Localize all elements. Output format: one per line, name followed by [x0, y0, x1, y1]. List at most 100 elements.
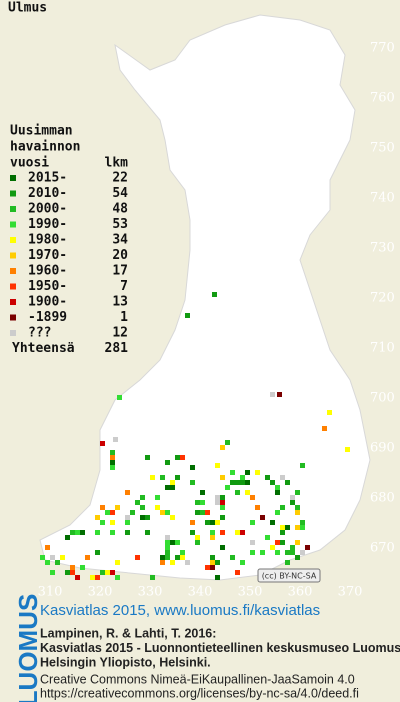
occurrence-square — [225, 440, 230, 445]
atlas-link[interactable]: Kasviatlas 2015, www.luomus.fi/kasviatla… — [40, 602, 320, 619]
occurrence-square — [250, 520, 255, 525]
occurrence-square — [110, 450, 115, 455]
legend-count: 20 — [112, 248, 128, 263]
occurrence-square — [250, 550, 255, 555]
northing-label: 760 — [370, 91, 395, 106]
legend-label: ??? — [28, 326, 51, 341]
occurrence-square — [165, 540, 170, 545]
occurrence-square — [185, 313, 190, 318]
occurrence-square — [75, 530, 80, 535]
northing-label: 740 — [370, 191, 395, 206]
legend-label: 1900- — [28, 295, 67, 310]
occurrence-square — [295, 540, 300, 545]
occurrence-square — [190, 465, 195, 470]
occurrence-square — [285, 550, 290, 555]
license-line: Creative Commons Nimeä-EiKaupallinen-Jaa… — [40, 672, 355, 686]
legend-count: 17 — [112, 264, 128, 279]
occurrence-square — [240, 480, 245, 485]
occurrence-square — [215, 463, 220, 468]
legend-swatch — [10, 237, 16, 243]
occurrence-square — [155, 505, 160, 510]
occurrence-square — [220, 500, 225, 505]
northing-label: 690 — [370, 441, 395, 456]
occurrence-square — [280, 505, 285, 510]
occurrence-square — [195, 535, 200, 540]
occurrence-square — [170, 515, 175, 520]
occurrence-square — [50, 570, 55, 575]
occurrence-square — [115, 575, 120, 580]
legend-label: -1899 — [28, 310, 67, 325]
occurrence-square — [130, 510, 135, 515]
occurrence-square — [200, 500, 205, 505]
occurrence-square — [95, 550, 100, 555]
occurrence-square — [215, 500, 220, 505]
occurrence-square — [270, 480, 275, 485]
occurrence-square — [115, 560, 120, 565]
occurrence-square — [180, 455, 185, 460]
citation-line: Lampinen, R. & Lahti, T. 2016: — [40, 626, 216, 640]
citation-line: Kasviatlas 2015 - Luonnontieteellinen ke… — [40, 641, 400, 655]
occurrence-square — [290, 500, 295, 505]
legend-count: 53 — [112, 217, 128, 232]
occurrence-square — [212, 292, 217, 297]
occurrence-square — [190, 480, 195, 485]
legend-count: 12 — [112, 326, 128, 341]
northing-label: 670 — [370, 541, 395, 556]
occurrence-square — [70, 570, 75, 575]
legend-swatch — [10, 314, 16, 321]
occurrence-square — [215, 520, 220, 525]
occurrence-square — [150, 575, 155, 580]
occurrence-square — [295, 555, 300, 560]
occurrence-square — [220, 475, 225, 480]
occurrence-square — [185, 560, 190, 565]
occurrence-square — [90, 575, 95, 580]
occurrence-square — [200, 510, 205, 515]
easting-label: 360 — [288, 585, 313, 600]
occurrence-square — [110, 465, 115, 470]
occurrence-square — [45, 545, 50, 550]
occurrence-square — [155, 495, 160, 500]
occurrence-square — [175, 540, 180, 545]
legend-swatch — [10, 252, 16, 259]
northing-label: 710 — [370, 341, 395, 356]
occurrence-square — [145, 515, 150, 520]
occurrence-square — [100, 570, 105, 575]
occurrence-square — [110, 520, 115, 525]
occurrence-square — [45, 560, 50, 565]
occurrence-square — [240, 475, 245, 480]
legend-swatch — [10, 299, 16, 305]
occurrence-square — [180, 550, 185, 555]
occurrence-square — [210, 555, 215, 560]
legend-count: 13 — [112, 295, 128, 310]
occurrence-square — [220, 545, 225, 550]
occurrence-square — [270, 520, 275, 525]
occurrence-square — [215, 560, 220, 565]
occurrence-square — [235, 530, 240, 535]
legend-swatch — [10, 268, 16, 274]
occurrence-square — [230, 480, 235, 485]
northing-label: 750 — [370, 141, 395, 156]
occurrence-square — [235, 490, 240, 495]
occurrence-square — [275, 490, 280, 495]
license-line: https://creativecommons.org/licenses/by-… — [40, 686, 359, 700]
occurrence-square — [80, 565, 85, 570]
legend-label: 2010- — [28, 186, 67, 201]
northing-label: 770 — [370, 41, 395, 56]
occurrence-square — [225, 485, 230, 490]
occurrence-square — [170, 485, 175, 490]
occurrence-square — [195, 540, 200, 545]
occurrence-square — [60, 555, 65, 560]
easting-label: 310 — [38, 585, 63, 600]
occurrence-square — [125, 515, 130, 520]
occurrence-square — [40, 555, 45, 560]
occurrence-square — [210, 560, 215, 565]
occurrence-square — [322, 426, 327, 431]
occurrence-square — [70, 530, 75, 535]
occurrence-square — [305, 545, 310, 550]
occurrence-square — [110, 460, 115, 465]
northing-label: 700 — [370, 391, 395, 406]
occurrence-square — [220, 495, 225, 500]
occurrence-square — [235, 480, 240, 485]
